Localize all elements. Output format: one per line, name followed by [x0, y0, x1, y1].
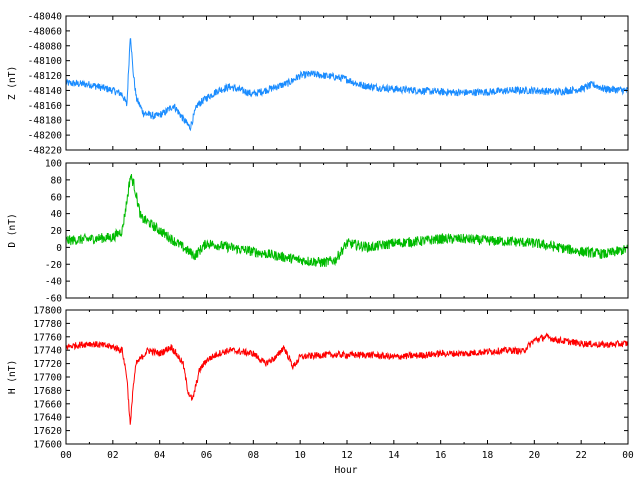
plot-frame [65, 162, 629, 299]
y-tick-label: 40 [51, 209, 63, 220]
x-tick-label: 20 [529, 450, 541, 461]
y-tick-label: -48080 [28, 41, 63, 52]
panel-1: 100 80 60 40 20 0 -20 -40 -60 D (nT) [7, 159, 629, 305]
y-tick-label: -40 [45, 277, 62, 288]
y-tick-label: 17620 [33, 426, 62, 437]
y-tick-label: -48160 [28, 101, 63, 112]
y-tick-label: -48220 [28, 146, 63, 157]
panel-0: -48040 -48060 -48080 -48100 -48120 -48140 -481… [7, 12, 629, 157]
x-tick-label: 18 [482, 450, 494, 461]
y-tick-label: 0 [56, 243, 62, 254]
series-line [65, 37, 629, 132]
x-tick-label: 22 [575, 450, 586, 461]
x-tick-label: 16 [435, 450, 447, 461]
x-axis-title: Hour [335, 465, 358, 476]
y-axis-title: H (nT) [7, 360, 18, 394]
x-tick-label: 02 [107, 450, 118, 461]
y-tick-label: 17720 [33, 359, 62, 370]
y-tick-label: -48140 [28, 86, 63, 97]
y-tick-label: 60 [51, 192, 63, 203]
y-tick-label: -48200 [28, 131, 63, 142]
y-tick-label: 17680 [33, 386, 62, 397]
y-tick-label: 100 [45, 159, 62, 170]
y-tick-label: -48180 [28, 116, 63, 127]
y-tick-label: 17780 [33, 319, 62, 330]
y-tick-label: 80 [51, 175, 63, 186]
y-tick-label: 17600 [33, 440, 62, 451]
y-tick-label: 17740 [33, 346, 62, 357]
y-tick-label: 17700 [33, 373, 62, 384]
y-tick-label: 17640 [33, 413, 62, 424]
y-axis-title: Z (nT) [7, 66, 18, 100]
y-tick-label: -48120 [28, 71, 63, 82]
x-tick-label: 10 [294, 450, 306, 461]
x-tick-label: 00 [622, 450, 634, 461]
y-tick-label: 17760 [33, 332, 62, 343]
x-tick-label: 08 [248, 450, 260, 461]
y-tick-label: -20 [45, 260, 62, 271]
y-tick-label: 20 [51, 226, 63, 237]
x-tick-label: 12 [341, 450, 352, 461]
x-tick-label: 00 [60, 450, 72, 461]
y-axis-title: D (nT) [7, 213, 18, 247]
panel-2: 17800 17780 17760 17740 17720 17700 17680 17660… [7, 306, 629, 451]
plot-frame [65, 309, 629, 445]
series-line [65, 332, 629, 425]
y-tick-label: -48040 [28, 12, 63, 23]
y-tick-label: 17800 [33, 306, 62, 317]
y-tick-label: -48100 [28, 56, 63, 67]
y-tick-label: -60 [45, 294, 62, 305]
x-tick-label: 04 [154, 450, 166, 461]
x-tick-label: 06 [201, 450, 213, 461]
series-line [65, 174, 629, 268]
x-tick-label: 14 [388, 450, 400, 461]
y-tick-label: -48060 [28, 26, 63, 37]
y-tick-label: 17660 [33, 399, 62, 410]
